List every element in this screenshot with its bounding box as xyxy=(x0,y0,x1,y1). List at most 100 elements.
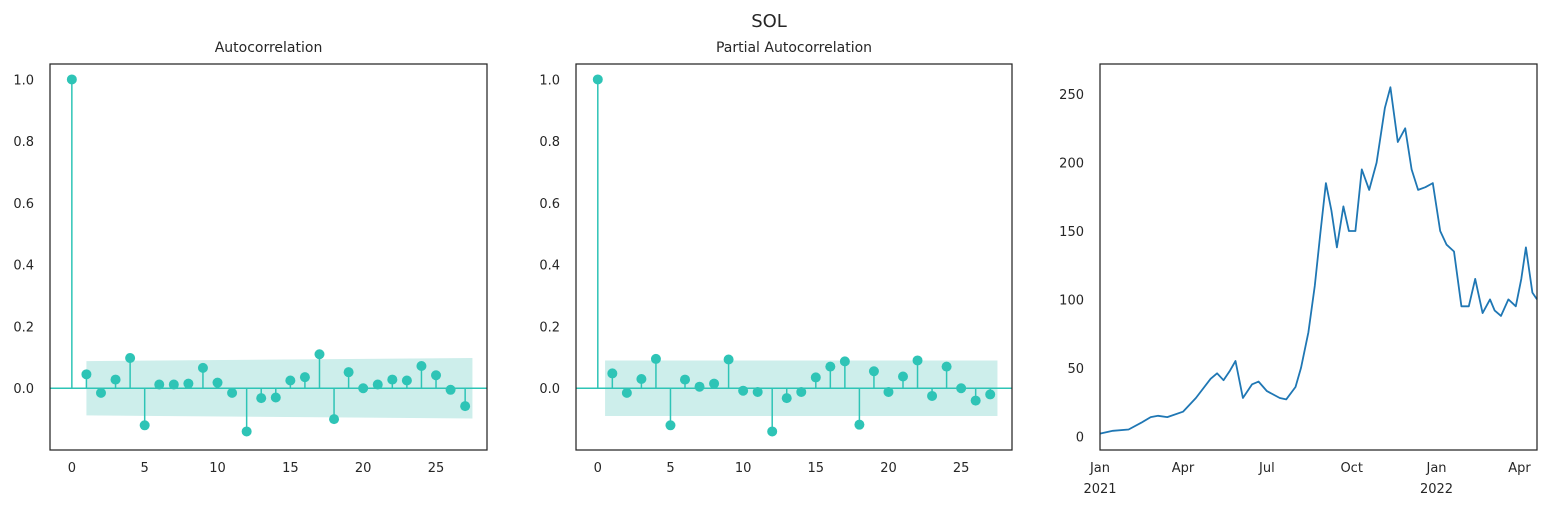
stem-marker xyxy=(401,375,412,386)
x-tick-label: 10 xyxy=(209,461,226,476)
x-tick-label: 5 xyxy=(141,461,149,476)
axes-frame xyxy=(575,63,1013,451)
stem-marker xyxy=(694,381,705,392)
stem-marker xyxy=(956,383,967,394)
stem-marker xyxy=(970,395,981,406)
stem-marker xyxy=(95,387,106,398)
x-tick-label: Apr xyxy=(1508,461,1531,476)
stem-marker xyxy=(680,374,690,385)
stem-marker xyxy=(854,419,865,430)
stem-marker xyxy=(445,384,456,395)
y-tick-label: 0.2 xyxy=(13,320,34,335)
stem-marker xyxy=(592,74,603,85)
y-tick-label: 1.0 xyxy=(13,73,34,88)
stem-marker xyxy=(650,353,661,364)
stem-marker xyxy=(314,349,325,360)
x-tick-label: 10 xyxy=(735,461,752,476)
acf-panel: Autocorrelation 0 5 10 15 20 25 0.0 0.2 0.4 0.6 0.8… xyxy=(13,40,488,476)
stem-marker xyxy=(738,385,749,396)
stem-marker xyxy=(912,355,923,366)
axes-frame xyxy=(1099,63,1538,451)
y-tick-label: 250 xyxy=(1059,88,1084,103)
stem-marker xyxy=(927,390,938,401)
x-tick-label: Oct xyxy=(1340,461,1362,476)
x-tick-label: 0 xyxy=(68,461,76,476)
y-tick-label: 200 xyxy=(1059,157,1084,172)
stem-marker xyxy=(343,367,354,378)
y-tick-label: 100 xyxy=(1059,293,1084,308)
stem-marker xyxy=(431,370,442,381)
stem-marker xyxy=(256,393,267,404)
y-tick-label: 0.6 xyxy=(539,197,560,212)
x-tick-label: 15 xyxy=(282,461,299,476)
x-tick-label: Jan xyxy=(1425,461,1446,476)
y-tick-label: 0.2 xyxy=(539,320,560,335)
figure-title: SOL xyxy=(751,11,787,32)
x-tick-label: 25 xyxy=(428,461,445,476)
y-tick-label: 0.4 xyxy=(13,259,34,274)
stem-marker xyxy=(752,386,763,397)
y-tick-label: 1.0 xyxy=(539,73,560,88)
stem-marker xyxy=(81,369,92,380)
y-tick-label: 0 xyxy=(1076,430,1084,445)
stem-marker xyxy=(767,426,778,437)
stem-marker xyxy=(270,392,281,403)
stem-marker xyxy=(665,420,676,431)
y-tick-label: 0.0 xyxy=(539,382,560,397)
stem-marker xyxy=(781,393,792,404)
stem-marker xyxy=(723,354,734,365)
panel-title: Autocorrelation xyxy=(215,40,323,56)
stem-marker xyxy=(329,414,340,425)
x-tick-label: 20 xyxy=(355,461,372,476)
pacf-panel: Partial Autocorrelation 0 5 10 15 20 25 0.0 0.2 0… xyxy=(539,40,1013,476)
stem-marker xyxy=(883,386,894,397)
y-tick-label: 0.8 xyxy=(13,135,34,150)
stem-marker xyxy=(110,374,121,385)
stem-marker xyxy=(941,361,952,372)
y-tick-label: 150 xyxy=(1059,225,1084,240)
y-tick-label: 0.4 xyxy=(539,259,560,274)
x-tick-label: 25 xyxy=(953,461,970,476)
x-tick-label: Jul xyxy=(1258,461,1275,476)
x-tick-label: 5 xyxy=(666,461,674,476)
stem-marker xyxy=(125,352,136,363)
stem-marker xyxy=(285,375,296,386)
axes-frame xyxy=(49,63,488,451)
x-tick-label: 20 xyxy=(880,461,897,476)
stem-marker xyxy=(796,386,807,397)
stem-marker xyxy=(868,366,879,377)
y-tick-label: 0.0 xyxy=(13,382,34,397)
x-tick-year-label: 2022 xyxy=(1420,482,1453,497)
stem-marker xyxy=(154,379,165,390)
stem-marker xyxy=(372,379,383,390)
stem-marker xyxy=(197,362,208,373)
x-tick-label: Apr xyxy=(1172,461,1195,476)
stem-marker xyxy=(183,378,194,389)
x-tick-label: 15 xyxy=(808,461,825,476)
price-panel: Jan 2021 Apr Jul Oct Jan 2022 Apr 0 50 100 150 200 25… xyxy=(1059,63,1538,497)
stem-marker xyxy=(636,373,647,384)
y-tick-label: 50 xyxy=(1067,362,1084,377)
stem-marker xyxy=(241,426,252,437)
stem-marker xyxy=(985,389,996,400)
stem-marker xyxy=(839,356,850,367)
stem-marker xyxy=(227,387,238,398)
stem-marker xyxy=(621,387,632,398)
stem-marker xyxy=(358,383,369,394)
panel-title: Partial Autocorrelation xyxy=(716,40,872,56)
stem-marker xyxy=(898,371,908,382)
y-tick-label: 0.8 xyxy=(539,135,560,150)
stem-marker xyxy=(810,372,821,383)
stem-marker xyxy=(387,374,398,385)
stem-marker xyxy=(139,420,150,431)
stem-marker xyxy=(168,379,179,390)
x-tick-year-label: 2021 xyxy=(1083,482,1116,497)
x-tick-label: 0 xyxy=(594,461,602,476)
stem-marker xyxy=(709,378,720,389)
stem-marker xyxy=(416,361,427,372)
x-tick-label: Jan xyxy=(1089,461,1110,476)
stem-marker xyxy=(299,372,310,383)
stem-marker xyxy=(66,74,77,85)
stem-marker xyxy=(460,401,471,412)
